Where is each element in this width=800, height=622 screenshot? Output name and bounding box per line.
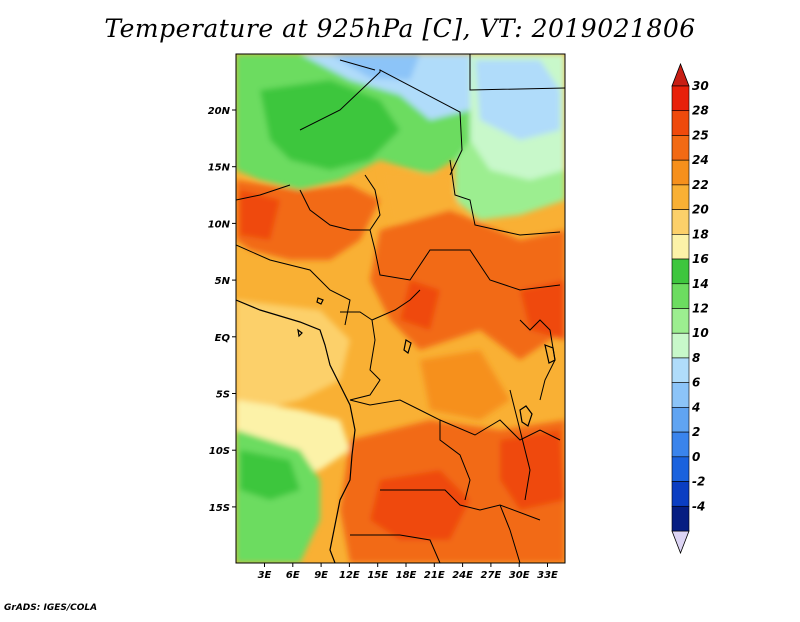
lat-label: 10N: [208, 219, 231, 230]
lon-label: 12E: [339, 570, 360, 581]
colorbar-swatch: [671, 332, 690, 359]
colorbar-label: 10: [692, 326, 709, 340]
lon-label: 27E: [481, 570, 502, 581]
colorbar-label: 6: [692, 376, 700, 390]
lat-label: 20N: [208, 106, 231, 117]
colorbar-label: 28: [692, 104, 709, 118]
colorbar-top-arrow: [671, 62, 690, 87]
axis-labels: 20N 15N 10N 5N EQ 5S 10S 15S 3E 6E 9E 12E 15E 18E 21E 2…: [208, 106, 558, 581]
colorbar-swatch: [671, 382, 690, 408]
lon-label: 15E: [367, 570, 388, 581]
map-title: Temperature at 925hPa [C], VT: 201902180…: [104, 14, 696, 43]
country-borders: [236, 54, 565, 563]
colorbar-label: 8: [692, 351, 700, 365]
colorbar-label: 18: [692, 227, 709, 241]
map-frame: [235, 53, 566, 564]
colorbar-swatch: [671, 135, 690, 161]
colorbar-label: -4: [692, 499, 705, 513]
colorbar-label: 4: [691, 400, 700, 414]
lat-label: 5S: [216, 390, 230, 401]
lon-label: 21E: [424, 570, 445, 581]
colorbar-label: 0: [692, 450, 700, 464]
colorbar-swatch: [671, 159, 690, 186]
lon-label: 18E: [396, 570, 417, 581]
colorbar-label: 25: [692, 128, 709, 142]
lon-label: 3E: [258, 570, 272, 581]
colorbar-label: 22: [692, 178, 709, 192]
colorbar-swatch: [671, 209, 690, 235]
colorbar-label: 24: [692, 153, 709, 167]
colorbar-label: 12: [692, 302, 709, 316]
lon-label: 30E: [509, 570, 530, 581]
colorbar-swatch: [671, 431, 690, 458]
temperature-field: [236, 54, 565, 563]
grads-credit: GrADS: IGES/COLA: [4, 603, 98, 613]
colorbar-label: 16: [692, 252, 709, 266]
colorbar-swatch: [671, 258, 690, 285]
lon-label: 6E: [286, 570, 300, 581]
coastline: [236, 297, 556, 563]
lat-label: 10S: [209, 446, 230, 457]
lon-label: 9E: [314, 570, 328, 581]
colorbar-swatch: [671, 357, 690, 383]
colorbar-swatch: [671, 481, 690, 507]
colorbar-swatch: [671, 505, 690, 532]
colorbar-bottom-arrow: [671, 530, 690, 555]
colorbar-label: -2: [692, 475, 705, 489]
lon-label: 24E: [452, 570, 473, 581]
lat-label: EQ: [215, 333, 231, 344]
colorbar-swatch: [671, 85, 690, 112]
colorbar-swatch: [671, 234, 690, 260]
lat-label: 15S: [209, 503, 230, 514]
colorbar-swatch: [671, 283, 690, 309]
colorbar-swatch: [671, 184, 690, 210]
lon-label: 33E: [537, 570, 558, 581]
colorbar-label: 20: [692, 203, 709, 217]
lat-label: 15N: [208, 163, 231, 174]
colorbar-swatch: [671, 456, 690, 482]
colorbar-swatch: [671, 407, 690, 433]
colorbar-swatch: [671, 110, 690, 136]
colorbar-label: 30: [692, 79, 709, 93]
lat-label: 5N: [215, 276, 231, 287]
colorbar-label: 14: [692, 277, 709, 291]
colorbar-label: 2: [692, 425, 700, 439]
colorbar-swatch: [671, 308, 690, 334]
